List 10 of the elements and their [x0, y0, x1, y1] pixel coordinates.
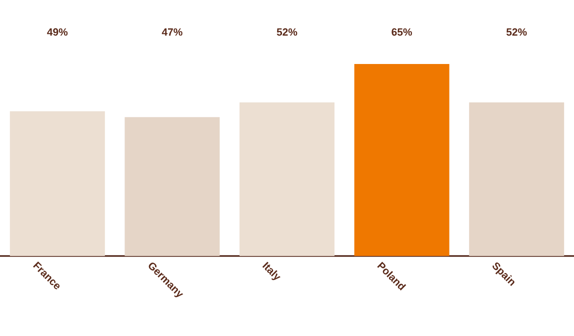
bar — [240, 102, 335, 256]
bar — [10, 111, 105, 256]
data-label: 52% — [506, 28, 527, 36]
data-label: 52% — [276, 28, 298, 36]
bar — [354, 64, 450, 256]
data-label: 47% — [162, 28, 182, 36]
data-label: 49% — [47, 28, 68, 36]
bar — [124, 117, 220, 256]
bar — [469, 102, 564, 256]
data-label: 65% — [392, 28, 412, 36]
